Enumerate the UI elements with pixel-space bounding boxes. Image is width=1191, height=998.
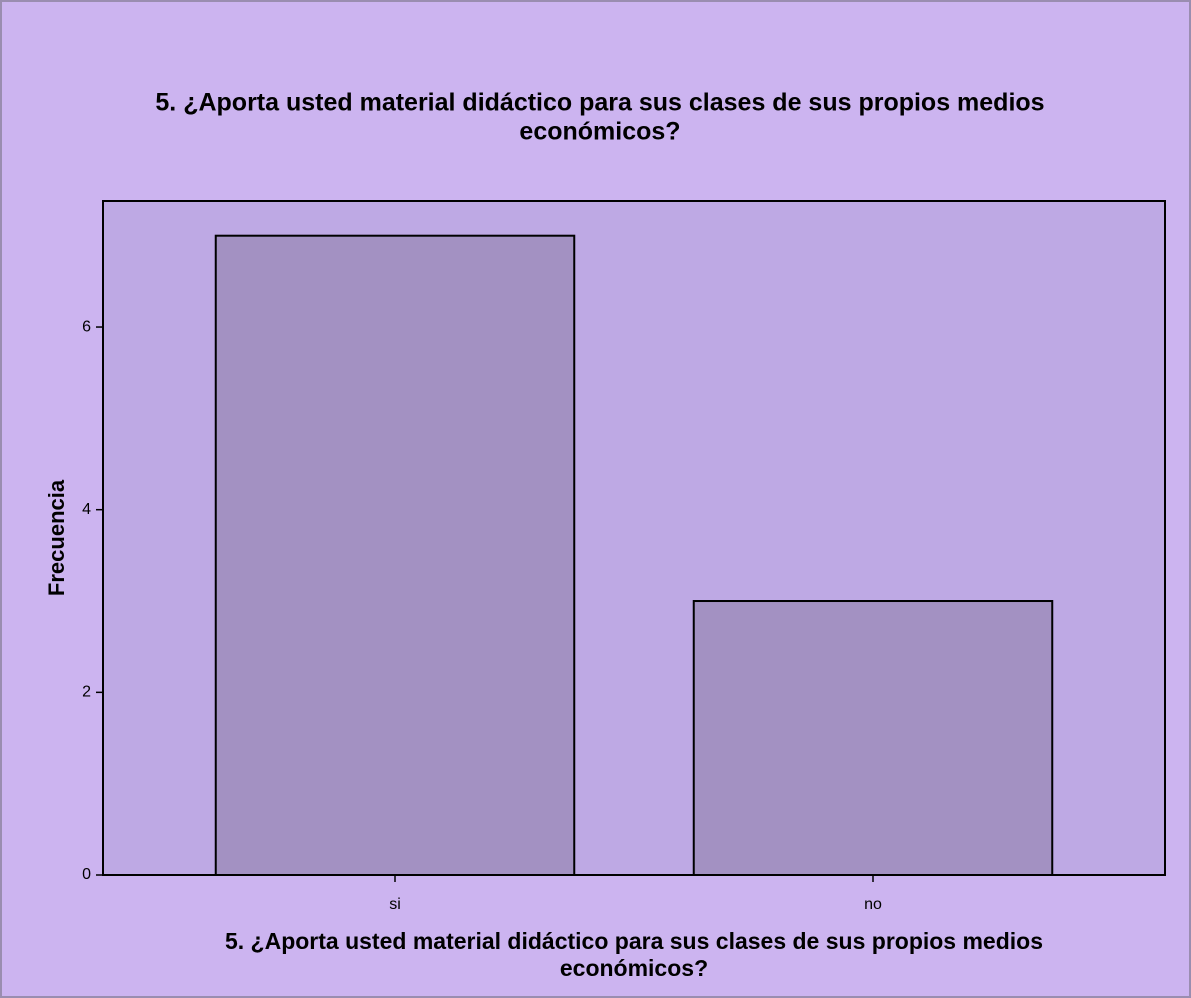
y-tick-label: 0 [82,866,91,883]
y-tick-label: 2 [82,684,91,701]
y-tick-label: 6 [82,318,91,335]
chart-title: 5. ¿Aporta usted material didáctico para… [155,89,1044,117]
x-tick-label: no [864,896,882,913]
chart-title: económicos? [519,118,680,146]
x-tick-label: si [389,896,401,913]
x-axis-label: 5. ¿Aporta usted material didáctico para… [225,928,1043,954]
y-tick-label: 4 [82,501,91,518]
bar [214,234,576,877]
bar [692,600,1054,876]
y-axis-label: Frecuencia [44,479,69,596]
x-axis-label: económicos? [560,955,708,981]
